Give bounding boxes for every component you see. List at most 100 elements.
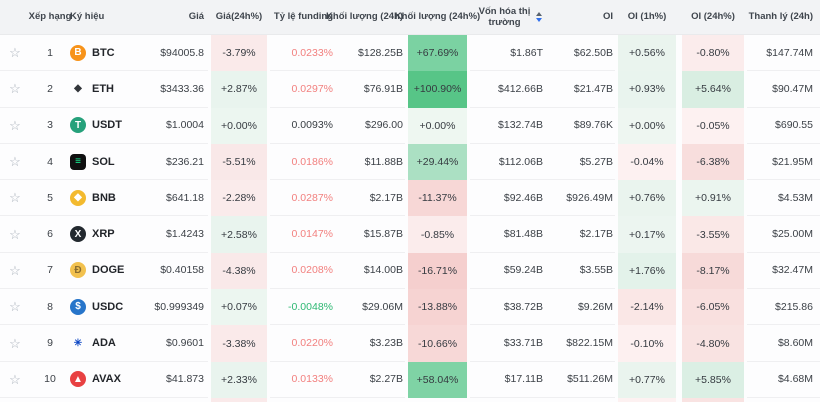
sort-icon[interactable] bbox=[535, 12, 542, 22]
favorite-star-icon[interactable]: ☆ bbox=[9, 81, 21, 97]
column-header-market-cap[interactable]: Vốn hóa thị trường bbox=[470, 0, 548, 34]
coin-icon: ▲ bbox=[70, 371, 86, 388]
rank-value: 2 bbox=[30, 71, 70, 108]
price-24h-change: +2.33% bbox=[211, 361, 267, 398]
oi-24h-change: -4.80% bbox=[682, 325, 744, 362]
favorite-star-icon[interactable]: ☆ bbox=[9, 299, 21, 315]
column-header-funding[interactable]: Tỷ lệ funding bbox=[273, 11, 333, 23]
favorite-star-icon[interactable]: ☆ bbox=[9, 262, 21, 278]
table-row[interactable]: ☆ 9 ✳ ADA $0.9601 -3.38% 0.0220% $3.23B … bbox=[0, 325, 820, 362]
market-cap-value: $412.66B bbox=[470, 71, 548, 108]
symbol-cell[interactable]: ≡ SOL bbox=[70, 144, 140, 181]
symbol-label: ETH bbox=[92, 82, 114, 95]
table-row[interactable]: ☆ 10 ▲ AVAX $41.873 +2.33% 0.0133% $2.27… bbox=[0, 361, 820, 398]
oi-value: $926.49M bbox=[548, 180, 615, 217]
oi-value: $9.26M bbox=[548, 289, 615, 326]
oi-24h-change: +5.64% bbox=[682, 71, 744, 108]
volume-24h-change: -16.71% bbox=[408, 252, 467, 290]
column-header-price[interactable]: Giá bbox=[188, 11, 204, 23]
market-cap-value: $81.48B bbox=[470, 216, 548, 253]
column-header-oi[interactable]: OI bbox=[602, 11, 613, 23]
symbol-cell[interactable]: $ USDC bbox=[70, 289, 140, 326]
market-cap-value: $59.24B bbox=[470, 253, 548, 290]
liquidation-24h-value: $25.00M bbox=[747, 216, 820, 253]
symbol-cell[interactable]: ✳ ADA bbox=[70, 325, 140, 362]
symbol-cell[interactable]: T USDT bbox=[70, 108, 140, 144]
table-row[interactable]: ☆ 8 $ USDC $0.999349 +0.07% -0.0048% $29… bbox=[0, 289, 820, 326]
column-header-liquidation-24h[interactable]: Thanh lý (24h) bbox=[748, 11, 813, 23]
rank-value: 10 bbox=[30, 362, 70, 398]
table-row[interactable]: ☆ 6 X XRP $1.4243 +2.58% 0.0147% $15.87B… bbox=[0, 216, 820, 253]
funding-rate-value: 0.0186% bbox=[270, 144, 335, 181]
market-cap-value: $112.06B bbox=[470, 144, 548, 181]
favorite-star-icon[interactable]: ☆ bbox=[9, 190, 21, 206]
oi-value: $3.55B bbox=[548, 253, 615, 290]
liquidation-24h-value: $32.47M bbox=[747, 253, 820, 290]
symbol-cell[interactable]: B BTC bbox=[70, 35, 140, 72]
column-header-oi-1h[interactable]: OI (1h%) bbox=[627, 11, 667, 23]
column-header-volume-24h-pct[interactable]: Khối lượng (24h%) bbox=[394, 11, 481, 23]
price-24h-change: -3.38% bbox=[211, 325, 267, 362]
table-row[interactable]: ☆ 3 T USDT $1.0004 +0.00% 0.0093% $296.0… bbox=[0, 107, 820, 144]
symbol-cell[interactable]: ◆ BNB bbox=[70, 180, 140, 217]
symbol-cell[interactable]: X XRP bbox=[70, 216, 140, 253]
oi-1h-change: -0.04% bbox=[618, 143, 676, 181]
price-value: $0.9601 bbox=[140, 325, 208, 362]
market-cap-value: $33.71B bbox=[470, 325, 548, 362]
price-value: $1.0004 bbox=[140, 108, 208, 144]
volume-24h-change: -10.66% bbox=[408, 325, 467, 362]
column-header-rank[interactable]: Xếp hạng bbox=[28, 11, 72, 23]
coin-icon: B bbox=[70, 44, 86, 61]
column-header-oi-24h[interactable]: OI (24h%) bbox=[691, 11, 735, 23]
favorite-star-icon[interactable]: ☆ bbox=[9, 371, 21, 387]
symbol-cell[interactable]: ◆ ETH bbox=[70, 71, 140, 108]
price-value: $1.4243 bbox=[140, 216, 208, 253]
table-row[interactable]: ☆ 1 B BTC $94005.8 -3.79% 0.0233% $128.2… bbox=[0, 35, 820, 72]
price-24h-change: +0.07% bbox=[211, 289, 267, 326]
table-row[interactable]: ☆ 5 ◆ BNB $641.18 -2.28% 0.0287% $2.17B … bbox=[0, 180, 820, 217]
volume-24h-value: $15.87B bbox=[335, 216, 405, 253]
price-value: $236.21 bbox=[140, 144, 208, 181]
column-header-price-24h[interactable]: Giá(24h%) bbox=[215, 11, 263, 23]
coin-icon: ◆ bbox=[74, 83, 82, 95]
symbol-label: DOGE bbox=[92, 264, 125, 277]
oi-value: $89.76K bbox=[548, 108, 615, 144]
favorite-star-icon[interactable]: ☆ bbox=[9, 154, 21, 170]
liquidation-24h-value: $8.60M bbox=[747, 325, 820, 362]
symbol-label: ADA bbox=[92, 337, 116, 350]
table-row[interactable]: ☆ 4 ≡ SOL $236.21 -5.51% 0.0186% $11.88B… bbox=[0, 143, 820, 181]
liquidation-24h-value: $690.55 bbox=[747, 108, 820, 144]
liquidation-24h-value: $21.95M bbox=[747, 144, 820, 181]
volume-24h-value: $29.06M bbox=[335, 289, 405, 326]
coin-icon: ◆ bbox=[70, 189, 86, 206]
volume-24h-change: +100.90% bbox=[408, 71, 467, 108]
price-value: $94005.8 bbox=[140, 35, 208, 72]
funding-rate-value: 0.0220% bbox=[270, 325, 335, 362]
oi-24h-change: -6.05% bbox=[682, 289, 744, 326]
favorite-star-icon[interactable]: ☆ bbox=[9, 45, 21, 61]
table-body: ☆ 1 B BTC $94005.8 -3.79% 0.0233% $128.2… bbox=[0, 35, 820, 398]
coin-icon: X bbox=[70, 226, 86, 243]
column-header-volume-24h[interactable]: Khối lượng (24h) bbox=[326, 11, 403, 23]
table-row[interactable]: ☆ 2 ◆ ETH $3433.36 +2.87% 0.0297% $76.91… bbox=[0, 71, 820, 108]
funding-rate-value: 0.0208% bbox=[270, 253, 335, 290]
favorite-star-icon[interactable]: ☆ bbox=[9, 117, 21, 133]
price-value: $41.873 bbox=[140, 362, 208, 398]
oi-value: $5.27B bbox=[548, 144, 615, 181]
favorite-star-icon[interactable]: ☆ bbox=[9, 226, 21, 242]
volume-24h-value: $76.91B bbox=[335, 71, 405, 108]
symbol-cell[interactable]: Ð DOGE bbox=[70, 253, 140, 290]
oi-1h-change: -2.14% bbox=[618, 289, 676, 326]
column-header-symbol[interactable]: Ký hiệu bbox=[70, 11, 105, 23]
favorite-star-icon[interactable]: ☆ bbox=[9, 335, 21, 351]
symbol-cell[interactable]: ▲ AVAX bbox=[70, 362, 140, 398]
volume-24h-change: +58.04% bbox=[408, 361, 467, 398]
partial-next-row bbox=[0, 397, 820, 402]
symbol-label: XRP bbox=[92, 228, 115, 241]
partial-price-24h-tint bbox=[211, 397, 267, 402]
rank-value: 1 bbox=[30, 35, 70, 72]
oi-24h-change: -6.38% bbox=[682, 143, 744, 181]
oi-1h-change: +0.77% bbox=[618, 361, 676, 398]
table-row[interactable]: ☆ 7 Ð DOGE $0.40158 -4.38% 0.0208% $14.0… bbox=[0, 252, 820, 290]
